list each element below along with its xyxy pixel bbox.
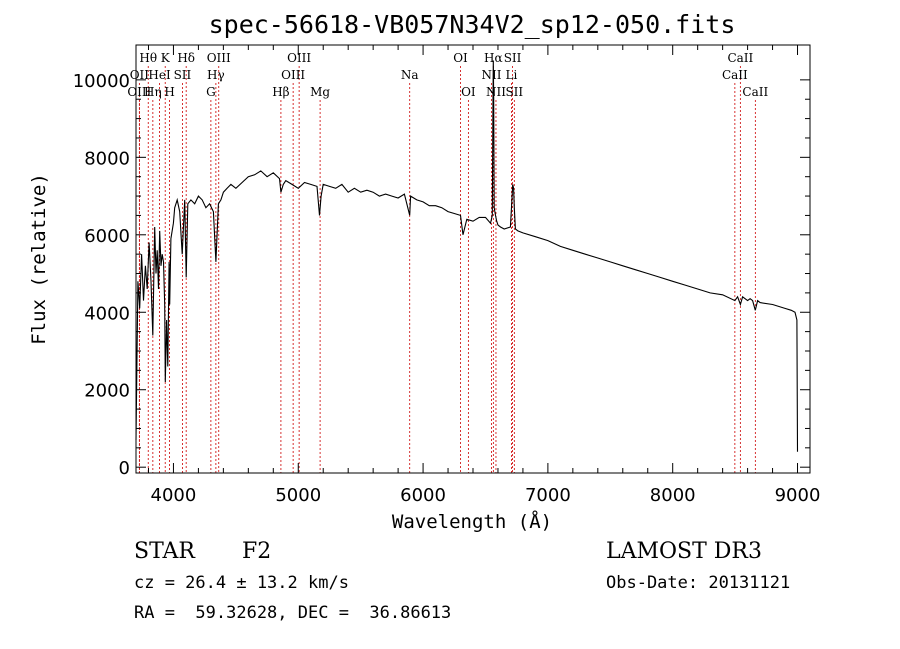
line-marker-label: SII bbox=[174, 68, 192, 82]
object-class: STAR bbox=[134, 539, 195, 564]
x-tick-label: 4000 bbox=[151, 485, 197, 506]
x-axis-label: Wavelength (Å) bbox=[392, 510, 552, 533]
y-tick-label: 4000 bbox=[84, 303, 130, 324]
line-marker-label: Li bbox=[506, 68, 518, 82]
line-marker-label: OIII bbox=[287, 51, 311, 65]
axis-ticks: 4000 5000 6000 7000 8000 9000 0 2000 4000 6000 800… bbox=[73, 45, 821, 506]
y-tick-label: 10000 bbox=[73, 71, 130, 92]
survey-name: LAMOST DR3 bbox=[606, 539, 762, 564]
y-tick-label: 0 bbox=[119, 458, 130, 479]
line-marker-labels: HθOIIOIIIHηHeIKHSIIHδGOIIIHγHβOIIIOIIIMg… bbox=[127, 51, 768, 99]
line-marker-label: OI bbox=[453, 51, 468, 65]
line-marker-label: Hδ bbox=[177, 51, 195, 65]
line-marker-label: Hγ bbox=[207, 68, 225, 82]
line-marker-label: Hα bbox=[484, 51, 503, 65]
line-marker-label: CaII bbox=[742, 85, 768, 99]
line-marker-label: NII bbox=[481, 68, 501, 82]
line-markers bbox=[138, 66, 756, 473]
y-tick-label: 8000 bbox=[84, 148, 130, 169]
line-marker-label: Hβ bbox=[272, 85, 289, 99]
subclass: F2 bbox=[242, 539, 272, 564]
line-marker-label: K bbox=[161, 51, 171, 65]
observation-date: Obs-Date: 20131121 bbox=[606, 573, 791, 593]
line-marker-label: Na bbox=[401, 68, 419, 82]
x-tick-label: 8000 bbox=[650, 485, 696, 506]
line-marker-label: OII bbox=[130, 68, 150, 82]
x-tick-label: 6000 bbox=[400, 485, 446, 506]
line-marker-label: Mg bbox=[310, 85, 330, 99]
line-marker-label: SII bbox=[505, 85, 523, 99]
line-marker-label: OIII bbox=[281, 68, 305, 82]
x-tick-label: 5000 bbox=[275, 485, 321, 506]
spectrum-line bbox=[135, 60, 799, 452]
redshift-velocity: cz = 26.4 ± 13.2 km/s bbox=[134, 573, 349, 593]
line-marker-label: OIII bbox=[207, 51, 231, 65]
x-tick-label: 7000 bbox=[525, 485, 571, 506]
y-axis-label: Flux (relative) bbox=[28, 173, 50, 345]
line-marker-label: OIII bbox=[127, 85, 151, 99]
line-marker-label: HeI bbox=[148, 68, 171, 82]
chart-title: spec-56618-VB057N34V2_sp12-050.fits bbox=[209, 10, 736, 39]
line-marker-label: G bbox=[206, 85, 216, 99]
line-marker-label: Hθ bbox=[139, 51, 157, 65]
line-marker-label: H bbox=[164, 85, 174, 99]
plot-frame bbox=[135, 44, 811, 474]
y-tick-label: 2000 bbox=[84, 381, 130, 402]
x-tick-label: 9000 bbox=[775, 485, 821, 506]
line-marker-label: SII bbox=[504, 51, 522, 65]
line-marker-label: CaII bbox=[722, 68, 748, 82]
line-marker-label: CaII bbox=[727, 51, 753, 65]
line-marker-label: OI bbox=[461, 85, 476, 99]
y-tick-label: 6000 bbox=[84, 226, 130, 247]
coordinates: RA = 59.32628, DEC = 36.86613 bbox=[134, 603, 452, 623]
line-marker-label: NII bbox=[486, 85, 506, 99]
line-marker-label: Hη bbox=[144, 85, 162, 99]
